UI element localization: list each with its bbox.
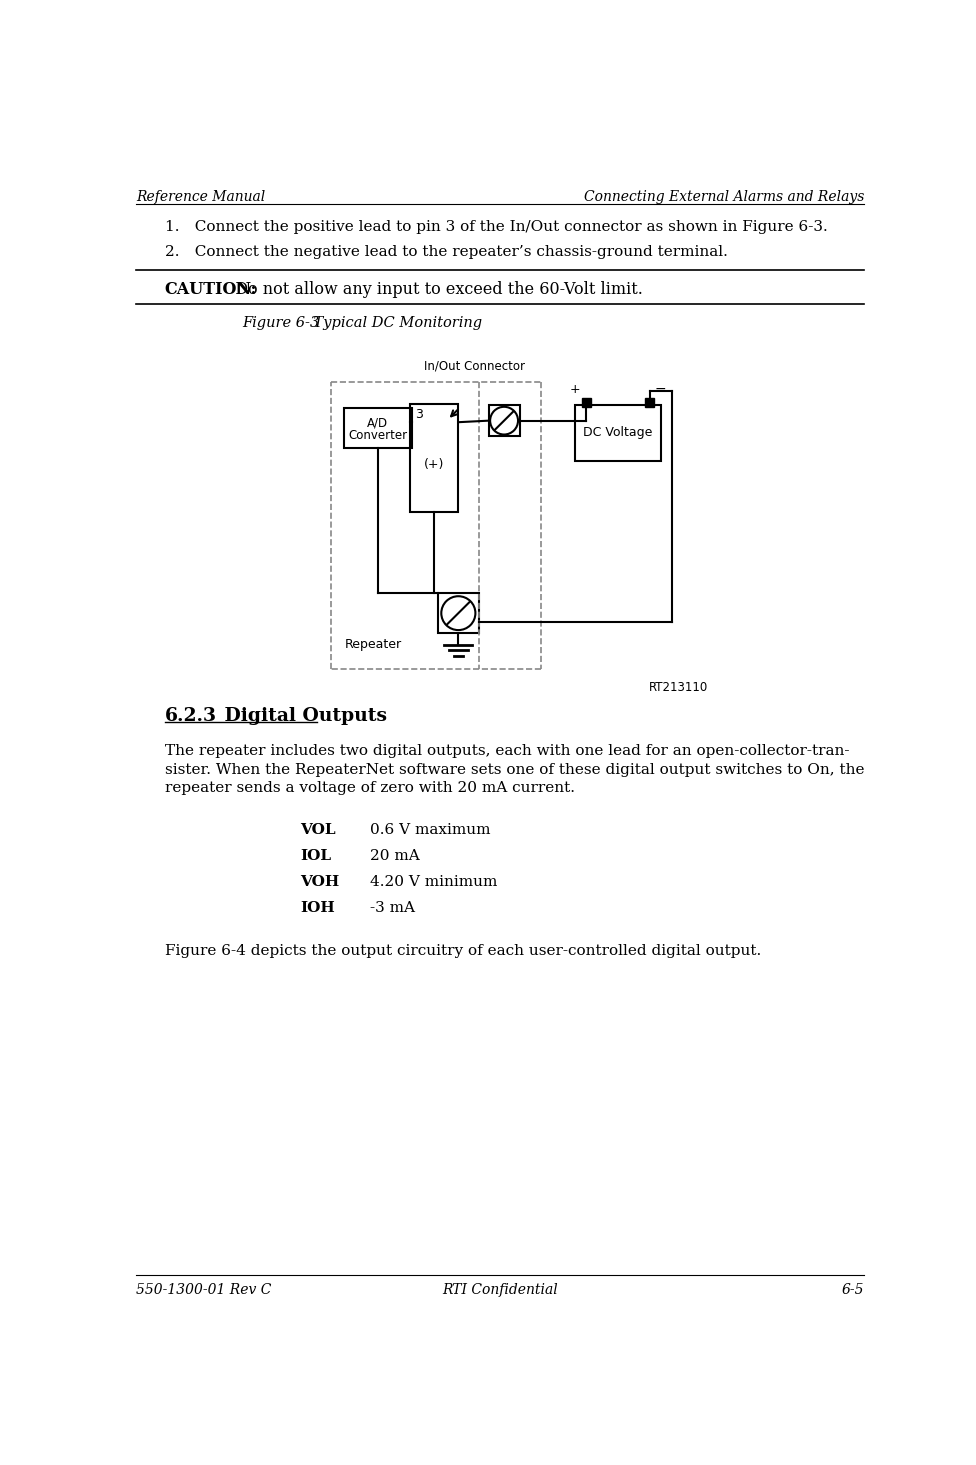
Text: 6-5: 6-5	[842, 1283, 865, 1297]
Text: In/Out Connector: In/Out Connector	[425, 360, 525, 374]
Text: 2. Connect the negative lead to the repeater’s chassis-ground terminal.: 2. Connect the negative lead to the repe…	[165, 245, 727, 259]
Text: 6.2.3: 6.2.3	[165, 708, 217, 725]
Text: Converter: Converter	[348, 429, 407, 442]
Text: Reference Manual: Reference Manual	[136, 189, 265, 204]
Text: Digital Outputs: Digital Outputs	[205, 708, 386, 725]
Bar	[489, 406, 519, 437]
Text: 3: 3	[415, 407, 423, 420]
Text: 550-1300-01 Rev C: 550-1300-01 Rev C	[136, 1283, 271, 1297]
Text: +: +	[569, 382, 580, 396]
Text: Typical DC Monitoring: Typical DC Monitoring	[295, 316, 482, 330]
Bar	[582, 397, 590, 407]
Text: 0.6 V maximum: 0.6 V maximum	[370, 823, 491, 837]
Text: IOH: IOH	[301, 901, 335, 916]
Text: Repeater: Repeater	[345, 637, 401, 650]
Bar	[438, 593, 478, 633]
Text: Do not allow any input to exceed the 60-Volt limit.: Do not allow any input to exceed the 60-…	[225, 280, 643, 297]
Text: Connecting External Alarms and Relays: Connecting External Alarms and Relays	[584, 189, 865, 204]
Text: 4.20 V minimum: 4.20 V minimum	[370, 875, 498, 889]
Text: VOH: VOH	[301, 875, 340, 889]
Text: 1. Connect the positive lead to pin 3 of the In/Out connector as shown in Figure: 1. Connect the positive lead to pin 3 of…	[165, 220, 828, 234]
Text: sister. When the RepeaterNet software sets one of these digital output switches : sister. When the RepeaterNet software se…	[165, 763, 864, 776]
Text: VOL: VOL	[301, 823, 336, 837]
Text: −: −	[655, 382, 666, 396]
Text: RTI Confidential: RTI Confidential	[442, 1283, 558, 1297]
Text: Figure 6-4 depicts the output circuitry of each user-controlled digital output.: Figure 6-4 depicts the output circuitry …	[165, 945, 761, 958]
Text: CAUTION:: CAUTION:	[165, 280, 257, 297]
Bar	[410, 404, 459, 513]
Bar	[645, 397, 655, 407]
Text: Figure 6-3: Figure 6-3	[242, 316, 319, 330]
Text: A/D: A/D	[367, 418, 388, 429]
Text: 20 mA: 20 mA	[370, 848, 420, 863]
Text: DC Voltage: DC Voltage	[584, 426, 653, 440]
Text: -3 mA: -3 mA	[370, 901, 415, 916]
Bar	[344, 409, 412, 448]
Text: repeater sends a voltage of zero with 20 mA current.: repeater sends a voltage of zero with 20…	[165, 781, 575, 795]
Text: RT213110: RT213110	[649, 681, 709, 694]
Bar	[576, 406, 661, 460]
Text: (+): (+)	[425, 459, 444, 472]
Text: The repeater includes two digital outputs, each with one lead for an open-collec: The repeater includes two digital output…	[165, 744, 849, 757]
Text: IOL: IOL	[301, 848, 332, 863]
